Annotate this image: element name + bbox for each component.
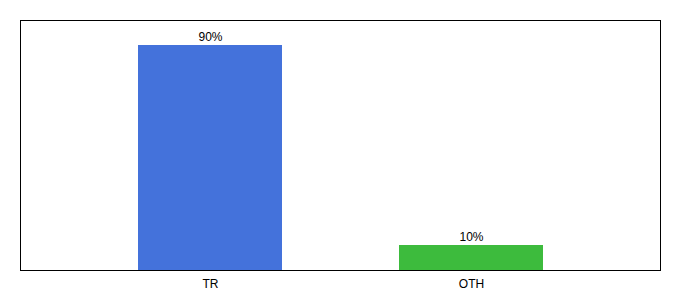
svg-text:OTH: OTH: [459, 277, 484, 291]
svg-text:10%: 10%: [459, 230, 483, 244]
svg-text:TR: TR: [203, 277, 219, 291]
svg-text:90%: 90%: [198, 30, 222, 44]
